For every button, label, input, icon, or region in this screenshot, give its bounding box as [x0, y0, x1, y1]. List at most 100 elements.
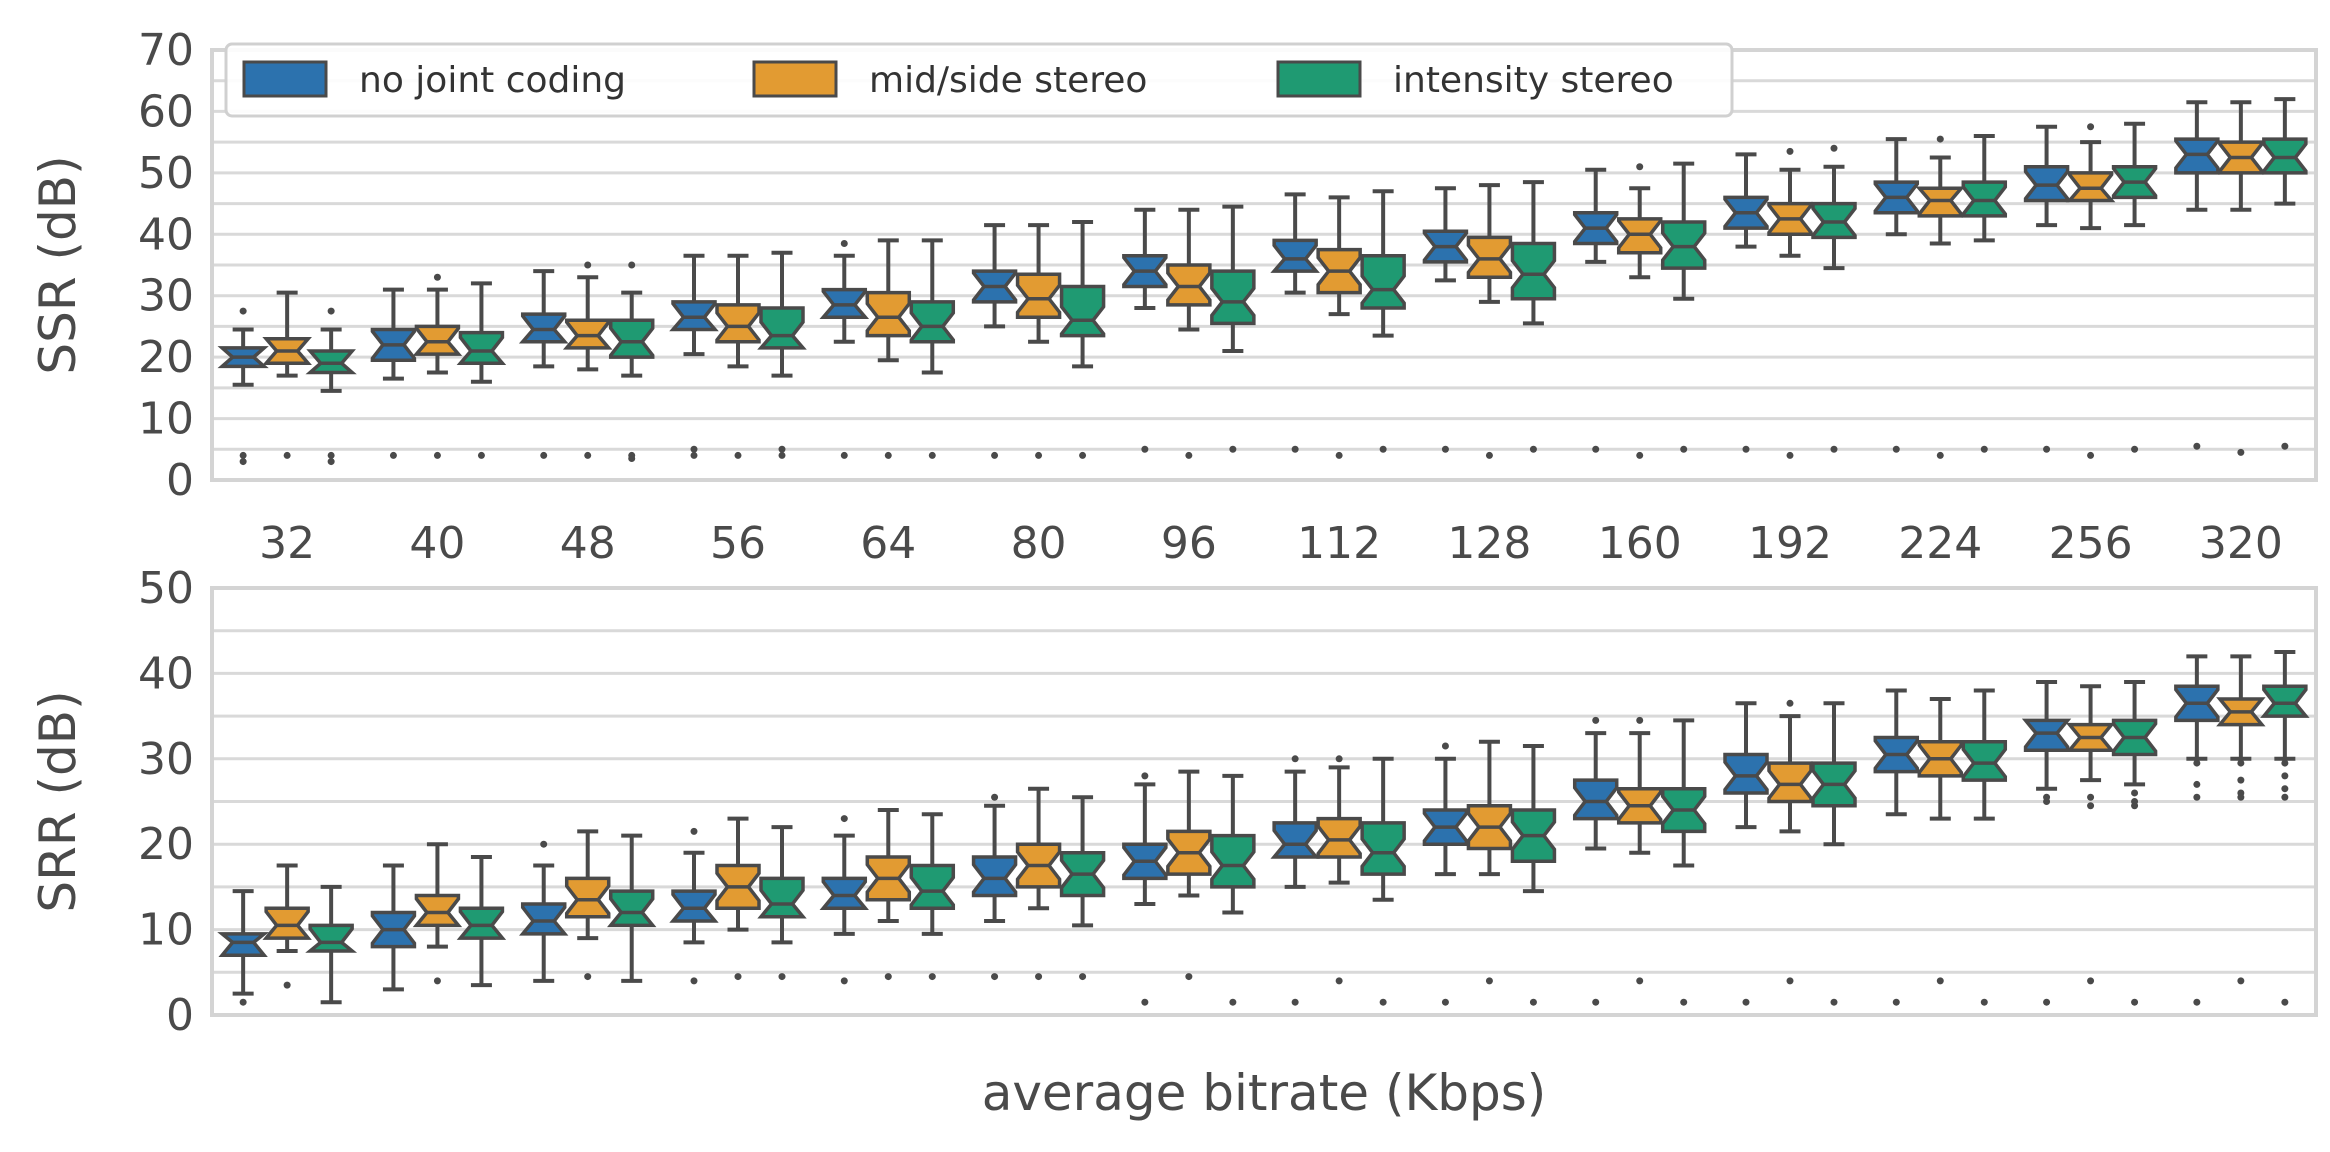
box-body [412, 893, 463, 928]
box-mid-side-stereo-128 [1466, 183, 1513, 459]
box-no-joint-coding-56 [669, 253, 719, 459]
box-intensity-stereo-224 [1961, 134, 2008, 453]
outlier-point [584, 261, 592, 269]
outlier-point [884, 973, 892, 981]
outlier-point [1680, 998, 1688, 1006]
x-tick-label: 96 [1161, 518, 1217, 569]
outlier-point [389, 451, 397, 459]
y-tick-label: 0 [166, 455, 194, 506]
outlier-point [734, 973, 742, 981]
box-body [1210, 833, 1256, 889]
box-body [757, 306, 807, 350]
outlier-point [1485, 977, 1493, 985]
outlier-point [239, 451, 247, 459]
box-body [1723, 752, 1769, 795]
box-no-joint-coding-80 [971, 793, 1018, 981]
box-mid-side-stereo-64 [865, 238, 912, 459]
outlier-point [1379, 998, 1387, 1006]
box-body [971, 855, 1018, 898]
box-intensity-stereo-160 [1660, 161, 1707, 453]
box-body [564, 876, 611, 919]
box-body [669, 889, 719, 923]
outlier-point [1742, 998, 1750, 1006]
outlier-point [1636, 977, 1644, 985]
y-tick-label: 30 [138, 734, 194, 785]
outlier-point [1636, 451, 1644, 459]
box-no-joint-coding-80 [971, 223, 1018, 459]
box-intensity-stereo-56 [757, 250, 807, 459]
outlier-point [1892, 998, 1900, 1006]
outlier-point [1335, 977, 1343, 985]
outlier-point [2043, 798, 2051, 805]
outlier-point [1035, 451, 1043, 459]
box-mid-side-stereo-32 [262, 290, 312, 459]
outlier-point [584, 451, 592, 459]
outlier-point [327, 307, 335, 315]
box-body [715, 303, 761, 344]
outlier-point [1830, 144, 1838, 152]
outlier-point [584, 973, 592, 981]
outlier-point [327, 451, 335, 459]
box-no-joint-coding-320 [2174, 654, 2220, 1006]
x-tick-label: 256 [2049, 518, 2133, 569]
box-intensity-stereo-80 [1059, 220, 1106, 459]
legend-swatch [1276, 60, 1362, 98]
box-body [1767, 761, 1813, 804]
outlier-point [928, 451, 936, 459]
box-mid-side-stereo-48 [562, 261, 613, 459]
outlier-point [690, 451, 698, 459]
box-mid-side-stereo-160 [1616, 716, 1663, 985]
box-intensity-stereo-96 [1210, 204, 1256, 453]
outlier-point [239, 307, 247, 315]
outlier-point [433, 451, 441, 459]
outlier-point [477, 451, 485, 459]
box-mid-side-stereo-40 [412, 273, 463, 459]
box-body [2260, 684, 2310, 718]
box-mid-side-stereo-48 [564, 829, 611, 981]
outlier-point [540, 451, 548, 459]
legend-entry: mid/side stereo [752, 60, 1147, 101]
outlier-point [1185, 451, 1193, 459]
box-mid-side-stereo-32 [262, 863, 312, 989]
x-tick-label: 160 [1598, 518, 1682, 569]
outlier-point [1529, 998, 1537, 1006]
outlier-point [1291, 755, 1299, 763]
outlier-point [1742, 445, 1750, 453]
outlier-point [1786, 451, 1794, 459]
outlier-point [2237, 977, 2245, 985]
box-mid-side-stereo-320 [2216, 654, 2266, 985]
box-body [1316, 816, 1362, 859]
outlier-point [778, 973, 786, 981]
outlier-point [2193, 793, 2201, 801]
box-body [608, 318, 655, 359]
box-mid-side-stereo-80 [1015, 223, 1062, 459]
y-tick-label: 0 [166, 990, 194, 1041]
box-mid-side-stereo-192 [1767, 147, 1813, 459]
y-tick-label: 50 [138, 563, 194, 614]
outlier-point [2131, 802, 2139, 810]
box-mid-side-stereo-64 [865, 808, 912, 981]
y-axis-label: SRR (dB) [29, 690, 87, 912]
outlier-point [1592, 998, 1600, 1006]
box-no-joint-coding-112 [1270, 192, 1320, 453]
box-body [456, 906, 507, 940]
y-tick-label: 20 [138, 819, 194, 870]
y-tick-label: 10 [138, 394, 194, 445]
box-body [1961, 739, 2008, 782]
box-no-joint-coding-56 [669, 827, 719, 985]
box-no-joint-coding-192 [1723, 152, 1769, 453]
box-intensity-stereo-256 [2111, 121, 2158, 453]
box-body [909, 863, 956, 910]
box-intensity-stereo-128 [1510, 743, 1557, 1006]
panel-srr: 0 10 20 30 40 50 SRR (dB) average bitrate (Kbps… [29, 563, 2318, 1122]
outlier-point [1335, 451, 1343, 459]
outlier-point [778, 445, 786, 453]
box-body [305, 923, 358, 953]
box-mid-side-stereo-80 [1015, 786, 1062, 981]
box-mid-side-stereo-112 [1316, 195, 1362, 459]
outlier-point [991, 451, 999, 459]
outlier-point [1936, 977, 1944, 985]
box-body [456, 330, 507, 366]
outlier-point [840, 240, 848, 247]
outlier-point [991, 973, 999, 981]
